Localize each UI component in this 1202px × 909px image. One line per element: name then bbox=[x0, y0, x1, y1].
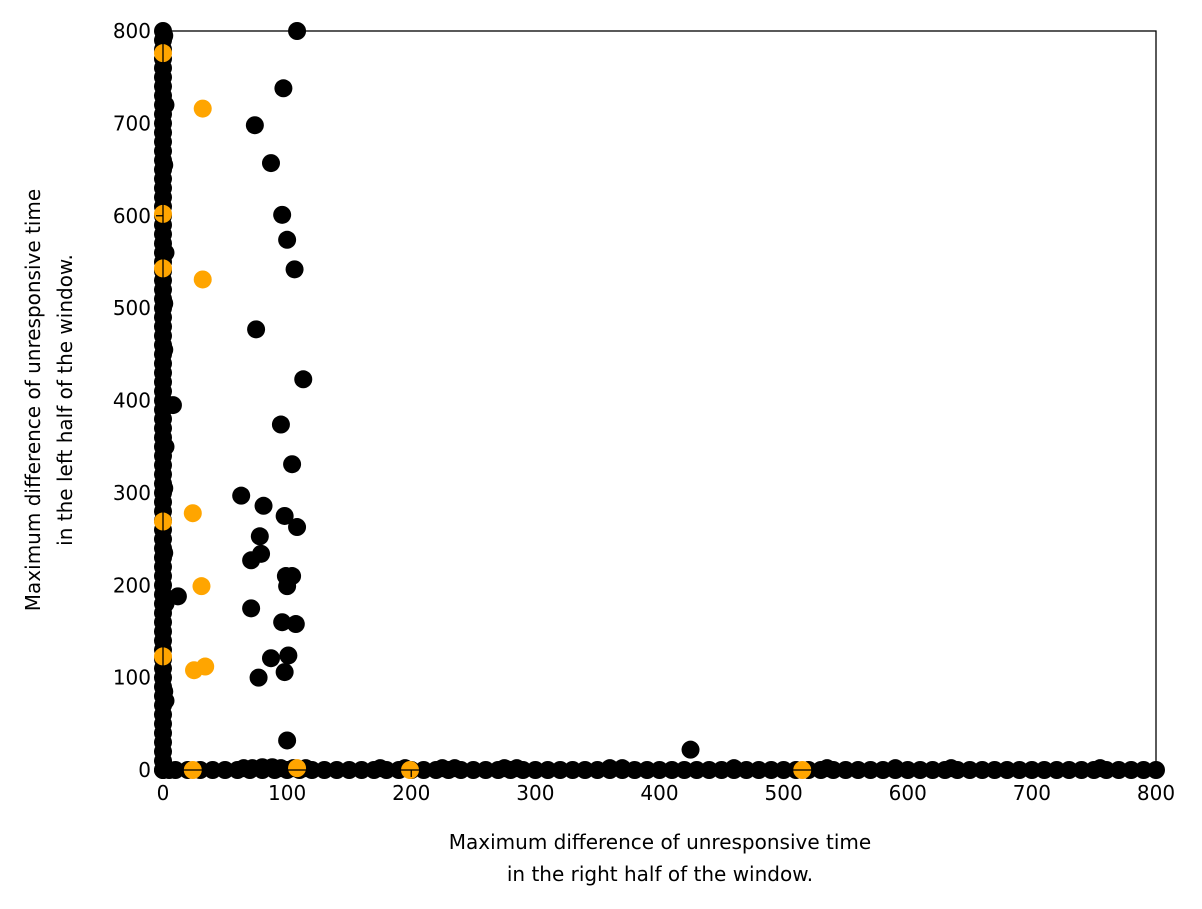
data-point-black_series-194 bbox=[886, 759, 905, 778]
plot-background bbox=[163, 31, 1156, 770]
data-point-black_series-224 bbox=[275, 663, 294, 682]
data-point-black_series-209 bbox=[232, 486, 251, 505]
data-point-black_series-202 bbox=[273, 205, 292, 224]
data-points bbox=[154, 22, 1165, 779]
x-axis-ticks: 0 100 200 300 400 500 600 700 800 bbox=[157, 770, 1175, 805]
x-tick-label-0: 0 bbox=[157, 781, 170, 805]
data-point-black_series-218 bbox=[278, 577, 297, 596]
data-point-orange_series-5 bbox=[193, 99, 212, 118]
data-point-black_series-197 bbox=[681, 740, 700, 759]
data-point-black_series-90 bbox=[156, 437, 175, 456]
x-axis-label-line-1: Maximum difference of unresponsive time bbox=[449, 830, 871, 854]
data-point-black_series-201 bbox=[261, 154, 280, 173]
x-tick-label-2: 200 bbox=[392, 781, 430, 805]
y-tick-label-4: 400 bbox=[113, 389, 151, 413]
y-axis-ticks: 0 100 200 300 400 500 600 700 800 bbox=[113, 19, 163, 782]
data-point-black_series-92 bbox=[156, 691, 175, 710]
x-tick-label-4: 400 bbox=[640, 781, 678, 805]
data-point-black_series-215 bbox=[242, 551, 261, 570]
y-axis-label-line-2: in the left half of the window. bbox=[53, 254, 77, 546]
data-point-black_series-93 bbox=[163, 396, 182, 415]
data-point-black_series-83 bbox=[155, 294, 174, 313]
data-point-black_series-210 bbox=[254, 496, 273, 515]
data-point-black_series-223 bbox=[261, 649, 280, 668]
data-point-black_series-206 bbox=[294, 370, 313, 389]
data-point-black_series-226 bbox=[278, 731, 297, 750]
data-point-black_series-81 bbox=[155, 26, 174, 45]
y-tick-label-7: 700 bbox=[113, 111, 151, 135]
data-point-black_series-94 bbox=[168, 587, 187, 606]
x-tick-label-6: 600 bbox=[889, 781, 927, 805]
data-point-black_series-204 bbox=[285, 260, 304, 279]
data-point-black_series-199 bbox=[274, 79, 293, 98]
y-tick-label-3: 300 bbox=[113, 481, 151, 505]
data-point-black_series-189 bbox=[507, 759, 526, 778]
data-point-black_series-85 bbox=[155, 479, 174, 498]
data-point-black_series-225 bbox=[249, 668, 268, 687]
data-point-orange_series-7 bbox=[183, 504, 202, 523]
data-point-black_series-200 bbox=[245, 116, 264, 135]
x-tick-label-8: 800 bbox=[1137, 781, 1175, 805]
x-tick-label-5: 500 bbox=[765, 781, 803, 805]
y-tick-label-5: 500 bbox=[113, 296, 151, 320]
data-point-black_series-88 bbox=[156, 95, 175, 114]
x-tick-label-3: 300 bbox=[516, 781, 554, 805]
data-point-black_series-222 bbox=[279, 646, 298, 665]
data-point-black_series-221 bbox=[286, 615, 305, 634]
data-point-orange_series-10 bbox=[185, 661, 204, 680]
data-point-black_series-184 bbox=[371, 759, 390, 778]
data-point-black_series-84 bbox=[155, 340, 174, 359]
data-point-black_series-82 bbox=[155, 155, 174, 174]
data-point-black_series-195 bbox=[942, 759, 961, 778]
data-point-orange_series-12 bbox=[288, 759, 307, 778]
x-tick-label-7: 700 bbox=[1013, 781, 1051, 805]
data-point-black_series-193 bbox=[818, 759, 837, 778]
data-point-orange_series-8 bbox=[192, 577, 211, 596]
x-tick-label-1: 100 bbox=[268, 781, 306, 805]
y-tick-label-0: 0 bbox=[138, 758, 151, 782]
data-point-black_series-207 bbox=[271, 415, 290, 434]
data-point-black_series-188 bbox=[495, 759, 514, 778]
data-point-black_series-186 bbox=[433, 759, 452, 778]
data-point-black_series-220 bbox=[273, 613, 292, 632]
data-point-black_series-203 bbox=[278, 230, 297, 249]
y-tick-label-2: 200 bbox=[113, 573, 151, 597]
data-point-black_series-205 bbox=[247, 320, 266, 339]
data-point-black_series-187 bbox=[445, 759, 464, 778]
data-point-black_series-192 bbox=[724, 759, 743, 778]
data-point-black_series-208 bbox=[283, 455, 302, 474]
data-point-black_series-89 bbox=[156, 243, 175, 262]
data-point-black_series-213 bbox=[250, 527, 269, 546]
data-point-black_series-211 bbox=[275, 506, 294, 525]
y-axis-label-line-1: Maximum difference of unresponsive time bbox=[21, 189, 45, 611]
data-point-black_series-181 bbox=[271, 759, 290, 778]
data-point-black_series-196 bbox=[1091, 759, 1110, 778]
data-point-black_series-86 bbox=[155, 543, 174, 562]
data-point-black_series-219 bbox=[242, 599, 261, 618]
y-tick-label-1: 100 bbox=[113, 666, 151, 690]
y-tick-label-8: 800 bbox=[113, 19, 151, 43]
x-axis-label-line-2: in the right half of the window. bbox=[507, 862, 813, 886]
y-tick-label-6: 600 bbox=[113, 204, 151, 228]
data-point-black_series-190 bbox=[600, 759, 619, 778]
data-point-black_series-212 bbox=[288, 518, 307, 537]
data-point-black_series-191 bbox=[613, 759, 632, 778]
data-point-orange_series-6 bbox=[193, 270, 212, 289]
